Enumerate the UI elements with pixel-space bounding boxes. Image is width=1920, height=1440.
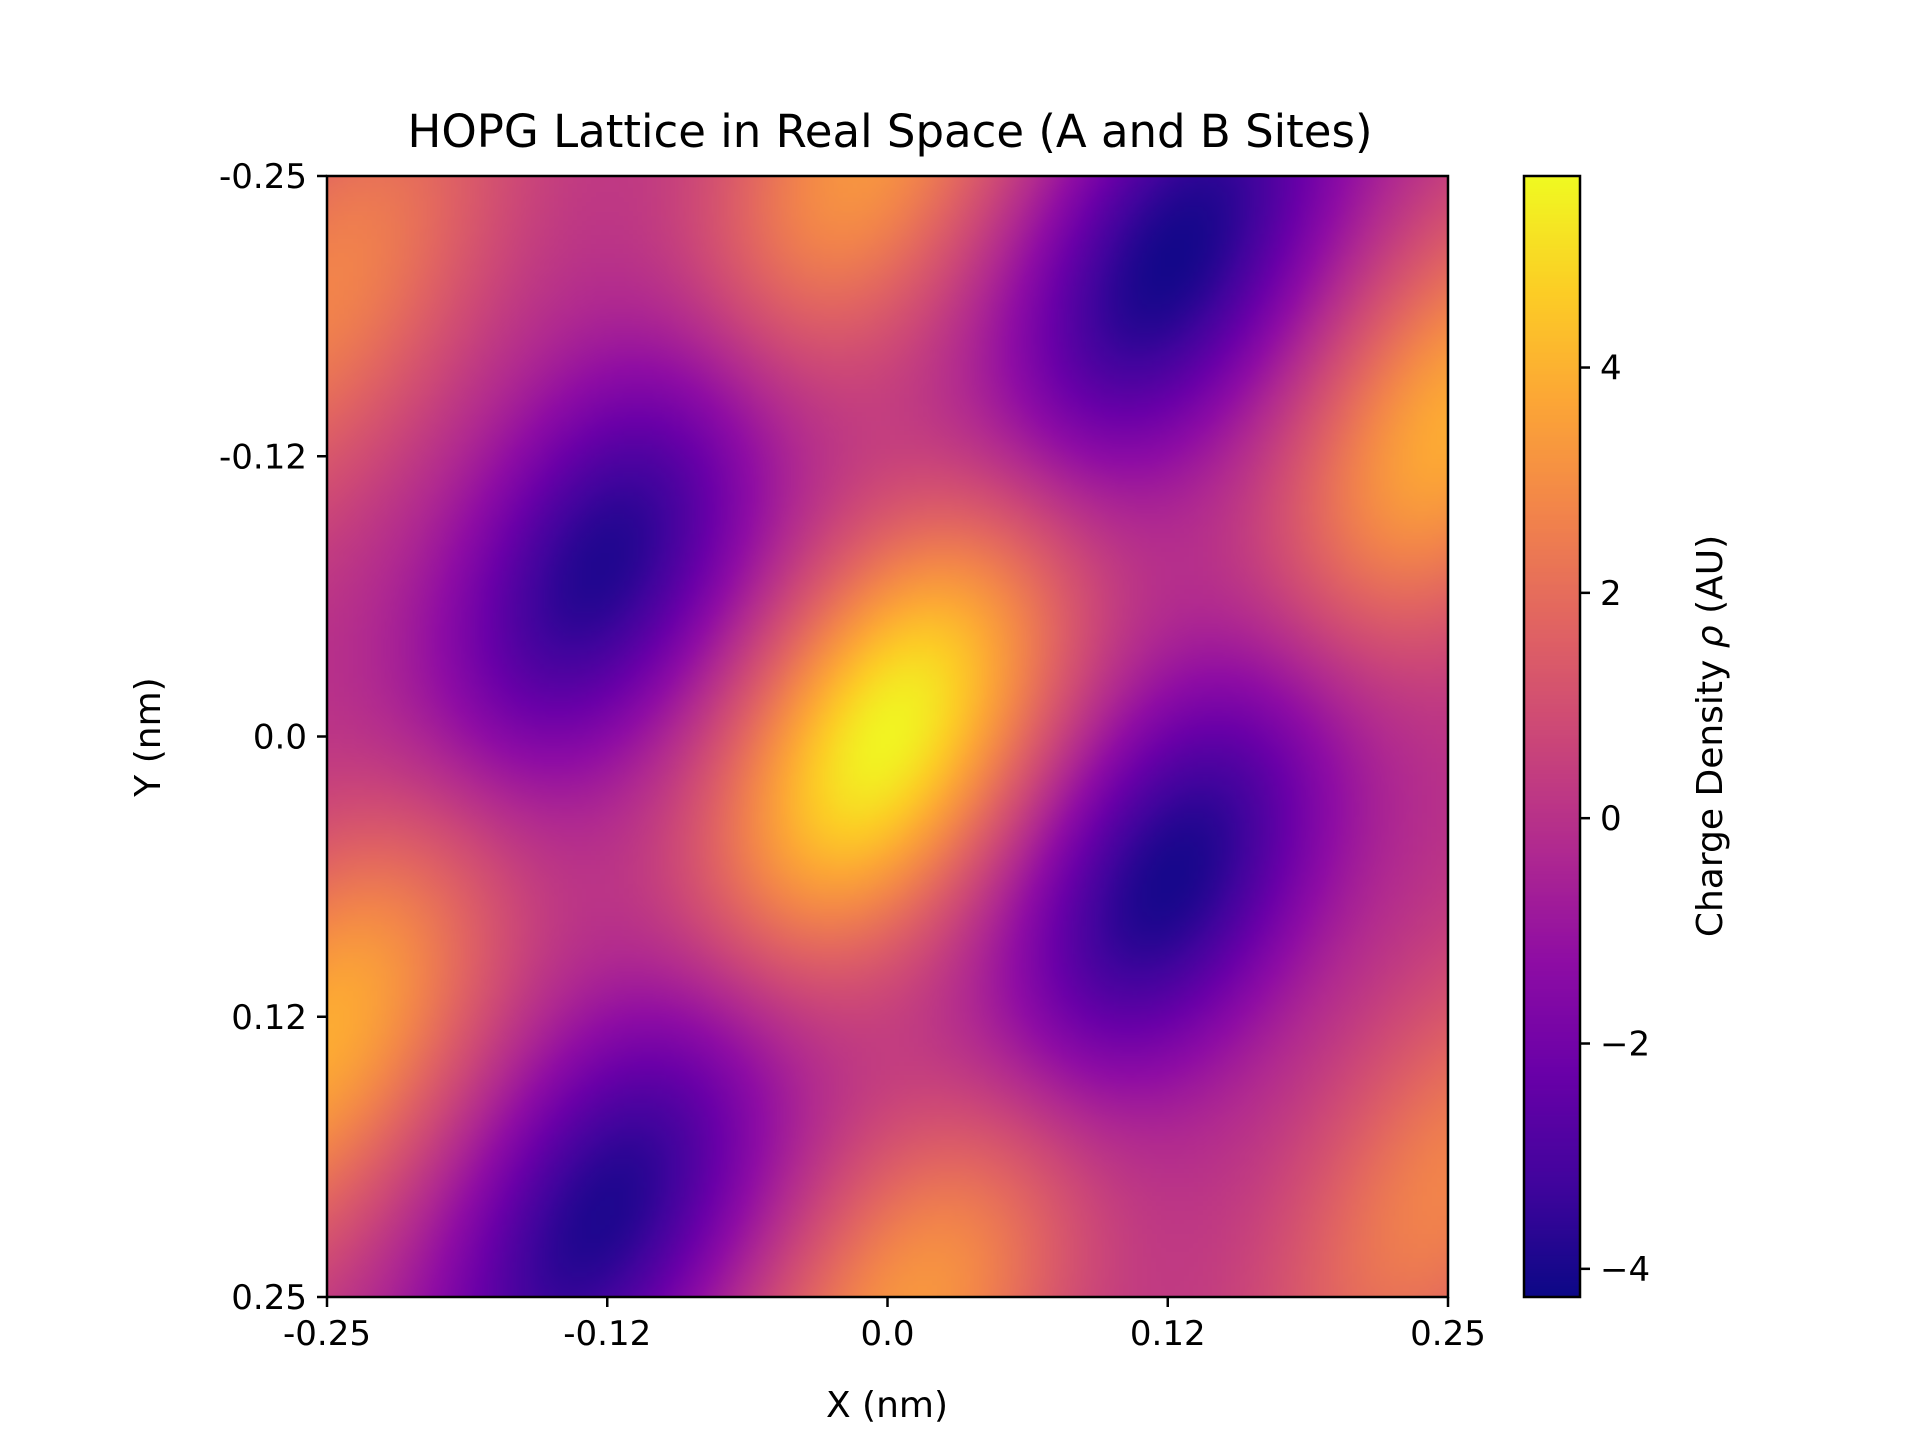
- colorbar-tick-label: 2: [1600, 574, 1622, 614]
- colorbar-frame: [1522, 174, 1582, 1299]
- chart-title: HOPG Lattice in Real Space (A and B Site…: [408, 105, 1373, 158]
- colorbar-label-unit: (AU): [1690, 535, 1731, 626]
- colorbar-label: Charge Density ρ (AU): [1690, 535, 1731, 937]
- colorbar-tick-label: 4: [1600, 349, 1622, 389]
- y-tick-label: 0.25: [231, 1278, 307, 1318]
- colorbar-tick-label: 0: [1600, 799, 1622, 839]
- colorbar: −4 −2 0 2 4 Charge Density ρ (AU): [1522, 174, 1731, 1299]
- y-tick-label: 0.12: [231, 998, 307, 1038]
- colorbar-tick-label: −2: [1600, 1025, 1650, 1065]
- x-tick-label: 0.12: [1130, 1314, 1206, 1354]
- colorbar-gradient: [1524, 176, 1580, 1297]
- x-tick-label: -0.12: [563, 1314, 651, 1354]
- y-axis-ticks: -0.25 -0.12 0.0 0.12 0.25: [219, 157, 327, 1318]
- y-tick-label: -0.12: [219, 437, 307, 477]
- x-axis-ticks: -0.25 -0.12 0.0 0.12 0.25: [283, 1297, 1486, 1354]
- y-tick-label: -0.25: [219, 157, 307, 197]
- colorbar-label-text: Charge Density: [1690, 648, 1731, 937]
- colorbar-ticks: −4 −2 0 2 4: [1580, 349, 1650, 1290]
- x-tick-label: -0.25: [283, 1314, 371, 1354]
- colorbar-tick-label: −4: [1600, 1250, 1650, 1290]
- y-axis-label: Y (nm): [128, 677, 169, 797]
- x-tick-label: 0.0: [860, 1314, 914, 1354]
- heatmap-image: [327, 176, 1448, 1297]
- heatmap-area: [325, 174, 1450, 1299]
- x-axis-label: X (nm): [826, 1385, 948, 1426]
- y-tick-label: 0.0: [253, 718, 307, 758]
- x-tick-label: 0.25: [1410, 1314, 1486, 1354]
- colorbar-label-symbol: ρ: [1690, 625, 1731, 648]
